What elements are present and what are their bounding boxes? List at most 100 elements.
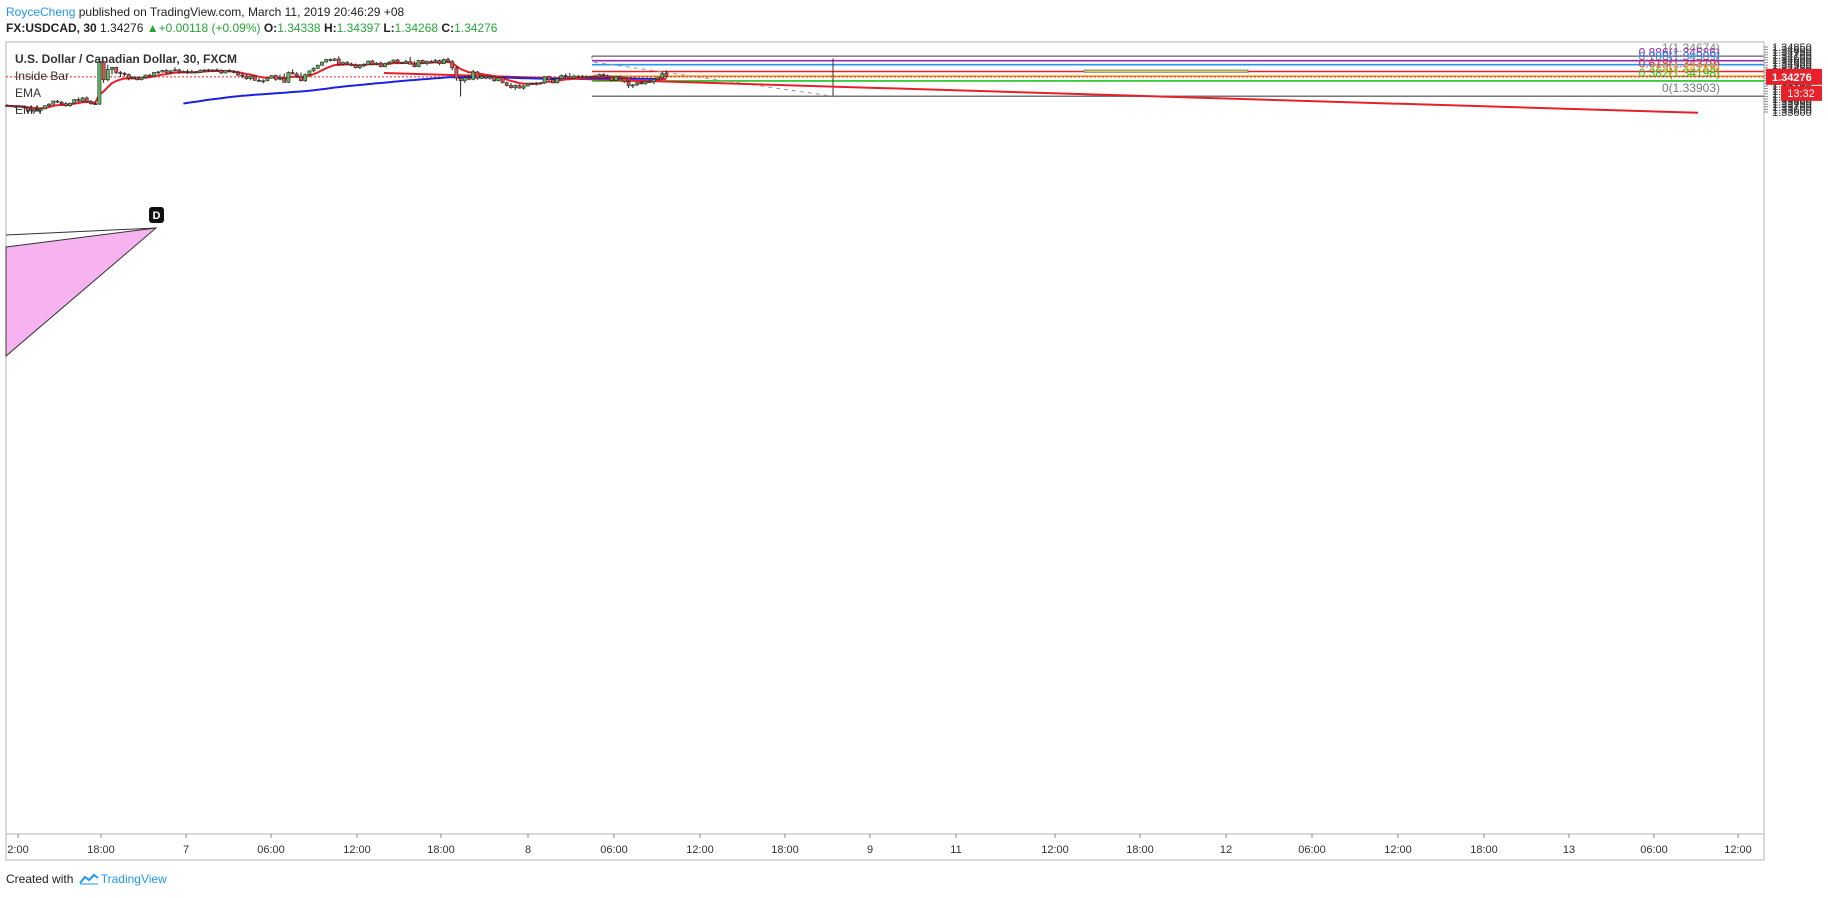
candle-body (660, 73, 665, 78)
candle-body (349, 63, 354, 66)
plot-frame (5, 41, 1765, 861)
candle-body (383, 63, 387, 68)
tradingview-brand-link[interactable]: TradingView (100, 872, 167, 886)
time-tick-label: 06:00 (600, 844, 628, 856)
candle-body (446, 59, 450, 62)
candle-body (101, 61, 106, 81)
time-tick-label: 12:00 (1384, 844, 1412, 856)
last-price-marker: 1.34276 13:32 (1766, 68, 1822, 101)
author-link[interactable]: RoyceCheng (6, 5, 76, 19)
high-label: H: (323, 21, 337, 35)
candle-body (588, 75, 593, 78)
candle-body (462, 77, 467, 82)
candle-body (584, 75, 589, 78)
candle-body (399, 62, 404, 64)
candle-body (483, 75, 488, 79)
open-value: 1.34338 (277, 21, 321, 35)
price-tick-label: 1.33750 (1772, 99, 1812, 111)
candle-body (282, 77, 287, 83)
time-axis[interactable]: 2:00 18:00 7 06:00 12:00 18:00 8 06:00 12:00 18:0… (7, 834, 1752, 856)
candle-body (597, 74, 602, 77)
close-value: 1.34276 (454, 21, 498, 35)
price-tick-label: 1.33650 (1772, 104, 1812, 116)
candle-body (341, 62, 345, 65)
legend-study-ema-2[interactable]: EMA (15, 103, 42, 117)
candle-body (488, 76, 492, 79)
candle-body (538, 82, 543, 85)
candle-body (572, 75, 576, 79)
publish-header: RoyceCheng published on TradingView.com,… (6, 5, 1822, 37)
fib-level-label: 1(1.34674) (1662, 41, 1720, 55)
candle-body (219, 70, 224, 74)
time-tick-label: 12:00 (1041, 844, 1069, 856)
legend-study-inside-bar[interactable]: Inside Bar (15, 69, 70, 83)
time-tick-label: 2:00 (7, 844, 28, 856)
high-value: 1.34397 (336, 21, 380, 35)
pattern-d-badge (149, 207, 164, 223)
candle-body (51, 100, 56, 105)
candle-body (55, 100, 60, 103)
candle-body (647, 81, 652, 83)
candle-body (126, 74, 131, 79)
symbol-label: FX:USDCAD, 30 (6, 21, 97, 35)
candle-body (261, 80, 266, 83)
time-tick-label: 12:00 (1724, 844, 1752, 856)
candle-body (152, 72, 156, 77)
candle-body (30, 109, 35, 112)
candle-body (307, 70, 312, 75)
candle-body (34, 109, 39, 111)
candle-body (614, 76, 618, 81)
candle-body (76, 99, 81, 102)
candle-body (215, 69, 219, 72)
candle-body (135, 76, 140, 81)
candle-body (13, 105, 18, 108)
fib-level-label: 0.786(1.34509) (1639, 50, 1720, 64)
candle-body (513, 85, 518, 88)
fib-trend-dashed (593, 61, 834, 97)
price-tick-label: 1.34650 (1772, 52, 1812, 64)
candle-body (210, 69, 215, 72)
candle-body (521, 85, 526, 89)
candle-body (303, 74, 308, 82)
candle-body (618, 76, 623, 79)
candle-body (593, 75, 597, 78)
candle-body (328, 59, 333, 61)
candle-body (122, 73, 127, 75)
candle-body (273, 75, 278, 80)
time-tick-label: 18:00 (1126, 844, 1154, 856)
candle-body (156, 71, 161, 74)
candle-body (248, 75, 253, 80)
candle-body (664, 73, 669, 77)
legend-study-ema-1[interactable]: EMA (15, 86, 42, 100)
candle-body (601, 74, 606, 76)
candle-body (408, 61, 413, 65)
price-tick-label: 1.34800 (1772, 45, 1812, 57)
candle-body (458, 77, 463, 82)
fib-level-label: 0.618(1.34379) (1639, 56, 1720, 70)
candle-body (93, 103, 98, 105)
candle-body (143, 74, 148, 78)
time-tick-label: 18:00 (771, 844, 799, 856)
candle-body (412, 63, 417, 68)
candle-body (47, 103, 51, 107)
countdown-label: 13:32 (1787, 88, 1815, 100)
publish-info: RoyceCheng published on TradingView.com,… (6, 5, 404, 19)
candle-body (278, 77, 282, 80)
time-tick-label: 9 (867, 844, 873, 856)
price-tick-label: 1.34600 (1772, 55, 1812, 67)
last-price-value: 1.34276 (100, 21, 144, 35)
candle-body (236, 72, 240, 76)
candle-body (580, 75, 585, 78)
candle-body (286, 72, 291, 83)
candle-body (26, 107, 30, 112)
candle-body (454, 67, 459, 79)
candle-body (194, 71, 198, 74)
time-tick-label: 06:00 (1640, 844, 1668, 856)
price-tick-label: 1.33700 (1772, 102, 1812, 114)
candle-body (500, 77, 505, 84)
candle-body (177, 69, 182, 73)
last-price-label: 1.34276 (1772, 72, 1812, 84)
candle-body (471, 71, 476, 80)
candle-body (387, 61, 392, 64)
